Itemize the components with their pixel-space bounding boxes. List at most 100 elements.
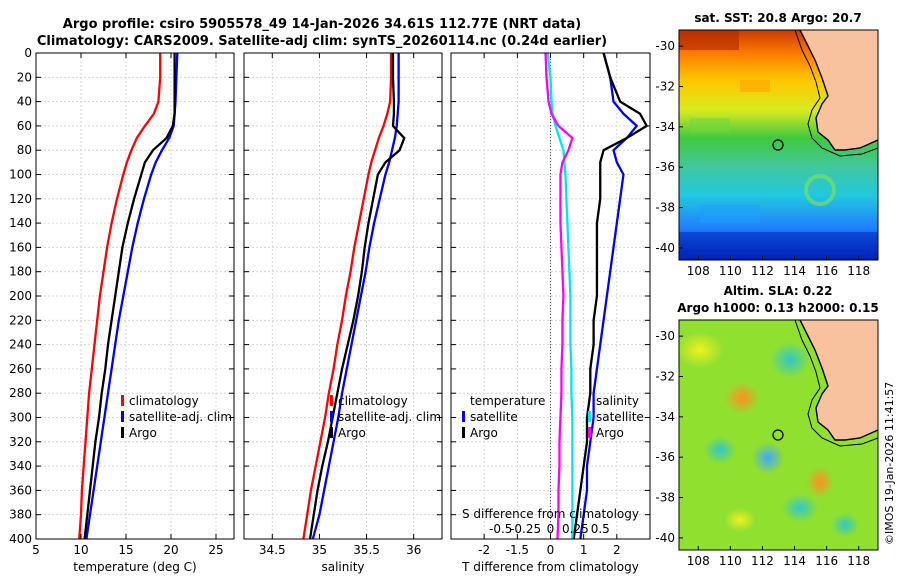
map-x-tick-label: 110 — [719, 554, 742, 568]
salinity-profile-panel: 34.5 35 35.5 36 salinity — [243, 52, 443, 574]
x-tick-label: 35 — [312, 543, 327, 557]
sst-frame — [678, 29, 879, 261]
legend-label-sal-argo: Argo — [596, 426, 624, 440]
depth-tick-label: 360 — [9, 483, 32, 497]
x-tick-label: 1 — [580, 543, 588, 557]
legend-title-temperature: temperature — [470, 394, 545, 408]
sla-land-mass — [800, 320, 878, 440]
sla-blob — [831, 513, 859, 537]
map-x-tick-label: 116 — [815, 264, 838, 278]
map-x-tick-label: 118 — [847, 264, 870, 278]
credit-timestamp: ©IMOS 19-Jan-2026 11:41:57 — [883, 382, 896, 545]
temperature-legend: climatology satellite-adj. clim Argo — [121, 394, 232, 440]
title-line-2: Climatology: CARS2009. Satellite-adj cli… — [37, 34, 607, 49]
legend-title-salinity: salinity — [596, 394, 639, 408]
legend-label-satellite: satellite-adj. clim — [338, 410, 441, 424]
depth-tick-label: 0 — [24, 46, 32, 60]
map-y-tick-label: -36 — [655, 450, 675, 464]
sst-patch — [740, 80, 770, 92]
map-x-tick-label: 114 — [783, 264, 806, 278]
sst-axis-ticks: 108 110 112 114 116 118 -30 -32 -34 -36 -38 -40 — [655, 39, 870, 278]
x-tick-label: 36 — [406, 543, 421, 557]
x-tick-label: 0 — [547, 543, 555, 557]
sst-patch — [690, 118, 730, 132]
sla-frame — [678, 319, 879, 551]
sla-coastline — [799, 319, 879, 441]
diff-salinity-legend: salinity satellite Argo — [588, 394, 644, 440]
map-y-tick-label: -30 — [655, 39, 675, 53]
map-x-tick-label: 118 — [847, 554, 870, 568]
depth-tick-label: 140 — [9, 216, 32, 230]
x-tick-label: -2 — [478, 543, 490, 557]
legend-swatch-temp-satellite — [462, 411, 465, 422]
salinity-legend: climatology satellite-adj. clim Argo — [330, 394, 441, 440]
depth-tick-label: 320 — [9, 435, 32, 449]
sla-map-title-line-1: Altim. SLA: 0.22 — [724, 284, 833, 298]
sla-blob — [782, 494, 818, 522]
x-tick-label: 25 — [208, 543, 223, 557]
legend-label-climatology: climatology — [338, 394, 408, 408]
map-x-tick-label: 110 — [719, 264, 742, 278]
depth-tick-label: 280 — [9, 386, 32, 400]
series-line-argo — [83, 53, 176, 540]
difference-profile-panel: -2 -1.5 0 1 2 T difference from climatology S … — [450, 52, 651, 574]
legend-label-argo: Argo — [338, 426, 366, 440]
x2-tick-label: -0.5 — [489, 522, 512, 536]
depth-tick-label: 220 — [9, 313, 32, 327]
depth-tick-label: 20 — [17, 70, 32, 84]
sla-map-title-line-2: Argo h1000: 0.13 h2000: 0.15 — [677, 301, 878, 315]
legend-label-satellite: satellite-adj. clim — [129, 410, 232, 424]
sla-blob — [704, 436, 736, 464]
legend-label-temp-argo: Argo — [470, 426, 498, 440]
depth-tick-label: 260 — [9, 362, 32, 376]
legend-swatch-climatology — [121, 395, 124, 406]
sst-float-marker — [772, 139, 784, 151]
legend-swatch-temp-argo — [462, 427, 465, 438]
temperature-profile-panel: 5 10 15 20 25 temperature (deg C) 0 20 40 60 80 100… — [9, 46, 235, 574]
legend-swatch-sal-satellite — [588, 411, 591, 422]
map-y-tick-label: -40 — [655, 241, 675, 255]
map-x-tick-label: 108 — [687, 554, 710, 568]
series-line-satellite-adj-clim — [311, 53, 400, 540]
sla-blob — [806, 466, 834, 498]
legend-swatch-argo — [121, 427, 124, 438]
depth-tick-label: 400 — [9, 532, 32, 546]
sst-map-panel: sat. SST: 20.8 Argo: 20.7 108 110 112 114 11… — [655, 11, 879, 278]
depth-tick-label: 180 — [9, 265, 32, 279]
map-y-tick-label: -32 — [655, 79, 675, 93]
legend-swatch-climatology — [330, 395, 333, 406]
depth-tick-label: 240 — [9, 338, 32, 352]
sla-axis-ticks: 108 110 112 114 116 118 -30 -32 -34 -36 -38 -40 — [655, 329, 870, 568]
sla-blob — [752, 442, 784, 474]
x-tick-label: 35.5 — [353, 543, 380, 557]
diff-temperature-legend: temperature satellite Argo — [462, 394, 545, 440]
sla-blob — [724, 508, 756, 532]
x-axis-label: salinity — [321, 560, 364, 574]
depth-tick-label: 340 — [9, 459, 32, 473]
depth-tick-label: 80 — [17, 143, 32, 157]
sst-patch — [700, 205, 760, 223]
x-axis-label: temperature (deg C) — [73, 560, 196, 574]
map-y-tick-label: -40 — [655, 531, 675, 545]
sst-patch — [679, 30, 739, 50]
depth-tick-label: 120 — [9, 192, 32, 206]
x2-tick-label: 0 — [547, 522, 555, 536]
sst-eddy — [804, 174, 836, 206]
legend-swatch-argo — [330, 427, 333, 438]
map-y-tick-label: -38 — [655, 491, 675, 505]
sst-land-mass — [800, 30, 878, 150]
depth-tick-label: 200 — [9, 289, 32, 303]
series-line-temperature-satellite — [579, 52, 638, 540]
legend-swatch-sal-argo — [588, 427, 591, 438]
series-line-salinity-satellite — [546, 52, 574, 539]
map-x-tick-label: 108 — [687, 264, 710, 278]
depth-tick-label: 160 — [9, 240, 32, 254]
map-y-tick-label: -38 — [655, 201, 675, 215]
sla-blob — [676, 332, 724, 368]
x-tick-label: 15 — [118, 543, 133, 557]
x-axis-label: T difference from climatology — [461, 560, 639, 574]
x2-axis-label: S difference from climatology — [462, 507, 639, 521]
title-line-1: Argo profile: csiro 5905578_49 14-Jan-20… — [63, 17, 581, 32]
legend-swatch-satellite — [121, 411, 124, 422]
